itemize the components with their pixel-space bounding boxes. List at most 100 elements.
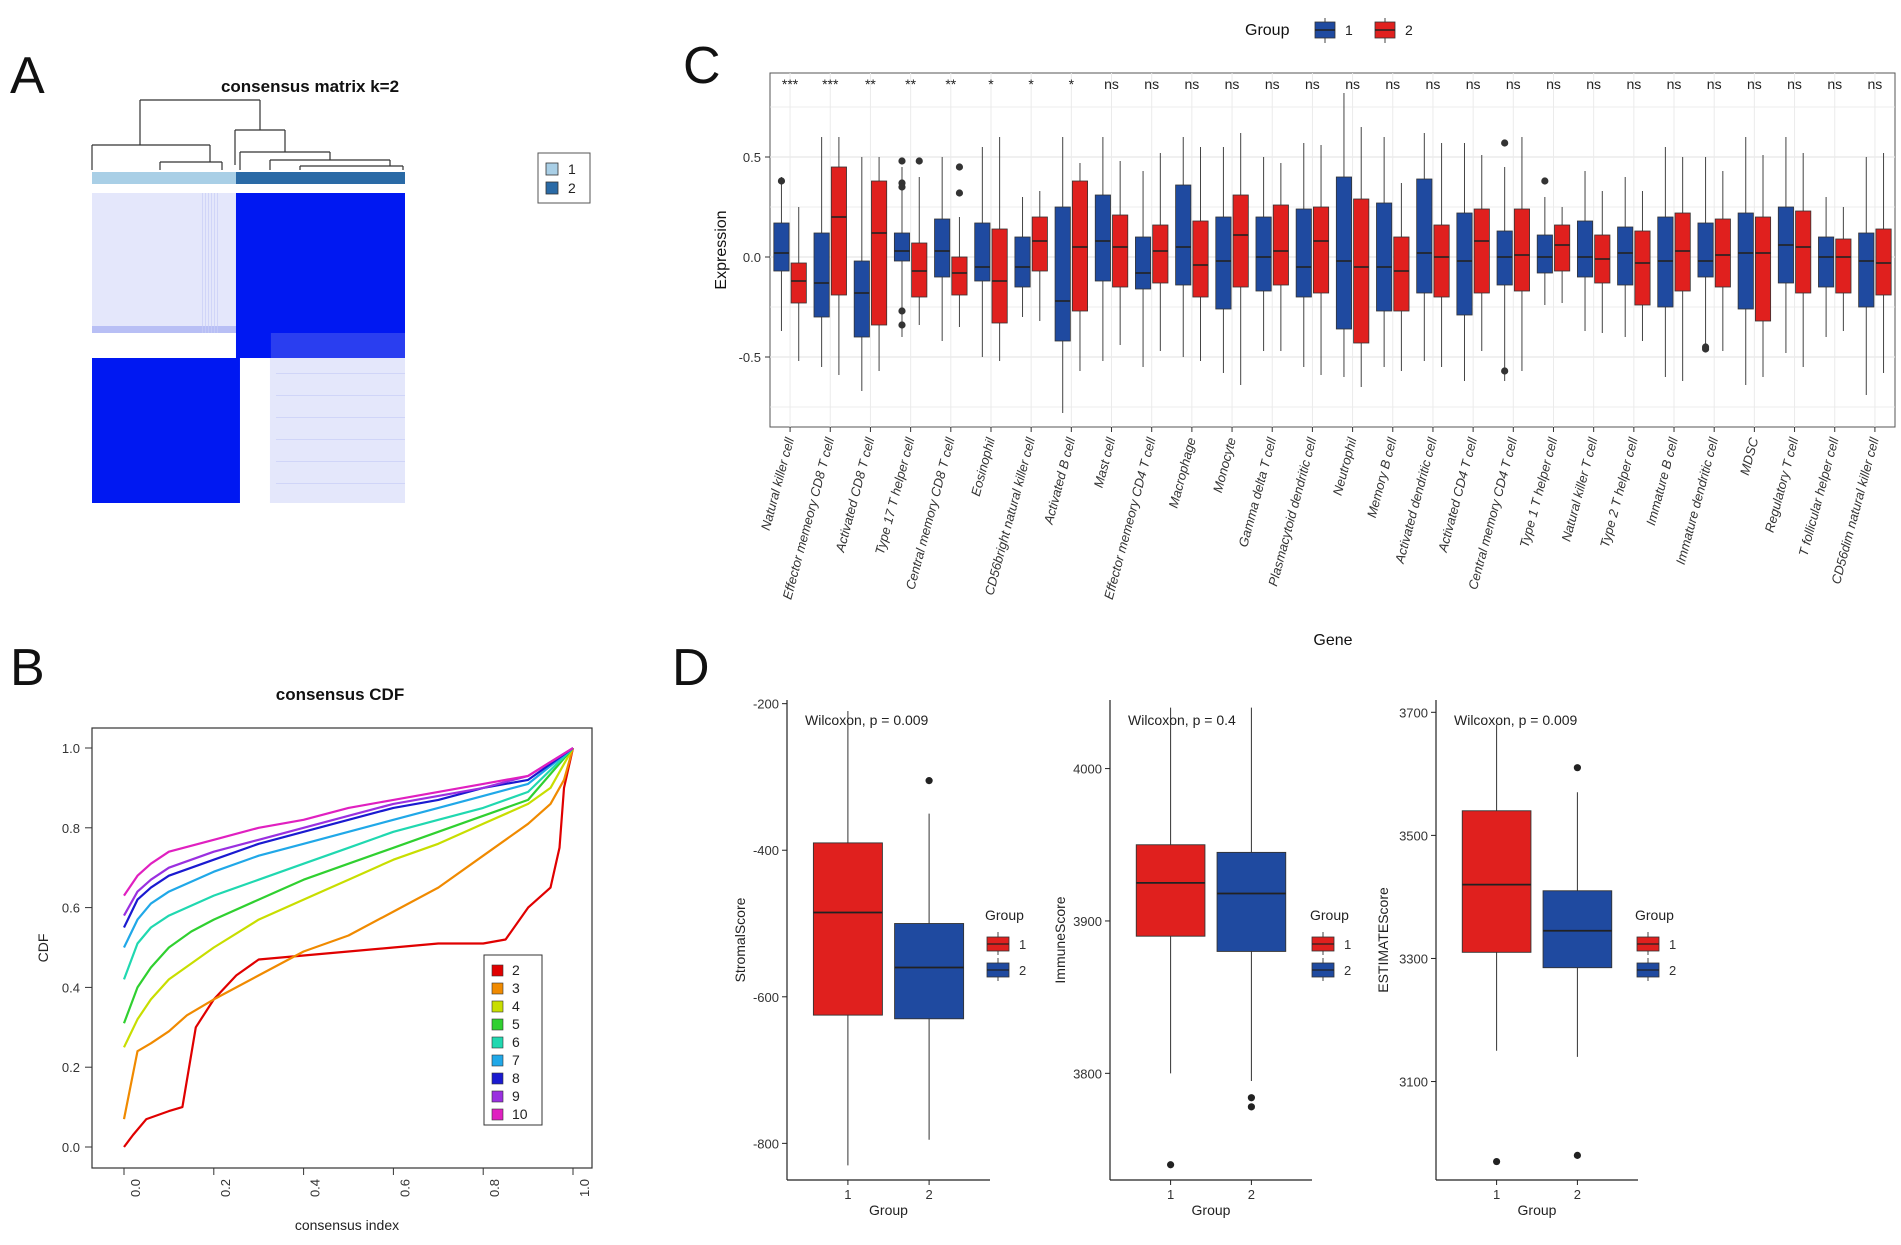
box-g2 [1835,238,1852,294]
cdf-line-k5 [122,747,574,1024]
box-g1 [1456,212,1473,316]
box-g2 [1433,224,1450,298]
legend-label-1: 1 [1669,937,1676,952]
panel-c-legend: Group 1 2 [1245,18,1413,43]
box-g2 [1353,198,1370,344]
heatmap-stripe [217,193,218,333]
box-g2 [1473,208,1490,294]
panel-b-x-axis-label: consensus index [295,1217,399,1233]
heatmap-stripe [202,193,203,333]
significance-label: ** [945,76,956,92]
significance-label: ns [1667,76,1682,92]
outlier-point [1247,1103,1255,1111]
legend-swatch-k8 [491,1072,504,1085]
panel-a-consensus-matrix: consensus matrix k=2 12 [91,77,591,503]
legend-label-2: 2 [568,180,576,196]
y-tick-label: -200 [753,697,779,712]
significance-label: ns [1345,76,1360,92]
x-axis-label: Group [869,1202,908,1218]
y-tick-label: 1.0 [62,741,80,756]
panel-letter-b: B [10,639,45,697]
cdf-line-k4 [123,747,574,1048]
box-g2 [1674,212,1691,292]
legend-swatch-k3 [491,982,504,995]
legend-label-k2: 2 [512,962,520,978]
gene-label: Mast cell [1091,435,1119,489]
legend-label-1: 1 [1019,937,1026,952]
significance-label: ns [1827,76,1842,92]
box-g1 [1416,178,1433,294]
panel-letter-c: C [683,37,721,95]
x-tick-label: 1 [844,1187,851,1202]
heatmap-block-white-col [239,358,270,503]
significance-label: *** [782,76,799,92]
box-g1 [1135,844,1206,937]
y-tick-label: 0.0 [743,250,761,265]
panel-d-score-boxplots: -200 -400 -600 -800 1 2 Wilcoxon, p = 0.009 Gro… [732,697,1676,1218]
y-tick-label: -600 [753,990,779,1005]
legend-label-2: 2 [1344,963,1351,978]
box-g2 [1754,216,1772,322]
box-g2 [1875,228,1892,296]
y-tick-label: 0.8 [62,821,80,836]
cdf-line-k9 [123,747,574,917]
significance-label: ns [1868,76,1883,92]
gene-label: Neutrophil [1330,435,1360,497]
outlier-point [1167,1161,1175,1169]
y-axis-label: ESTIMATEScore [1375,887,1391,993]
heatmap-stripe [208,193,209,333]
outlier-point [898,321,906,329]
heatmap-block-mid [270,333,405,358]
gene-label: Activated dendritic cell [1392,435,1441,566]
gene-label: MDSC [1737,435,1762,476]
box-g1 [773,222,790,272]
y-tick-label: 0.6 [62,901,80,916]
box-g2 [1795,210,1812,294]
outlier-point [1247,1094,1255,1102]
legend-swatch-1 [545,162,559,176]
legend-swatch-k7 [491,1054,504,1067]
panel-b-title: consensus CDF [276,685,404,704]
heatmap-block-white [92,333,236,358]
legend-swatch-k4 [491,1000,504,1013]
y-tick-label: 0.4 [62,980,80,995]
gene-label: Type 1 T helper cell [1517,435,1561,549]
y-tick-label: 3300 [1399,951,1428,966]
significance-label: ns [1506,76,1521,92]
wilcoxon-annotation: Wilcoxon, p = 0.009 [805,712,929,728]
y-axis-label: StromalScore [732,897,748,982]
gene-label: Immature B cell [1643,435,1681,527]
significance-label: ns [1265,76,1280,92]
heatmap-stripe [205,193,206,333]
legend-swatch-k6 [491,1036,504,1049]
box-g2 [1554,224,1571,272]
outlier-point [1573,764,1581,772]
box-g2 [894,923,965,1020]
significance-label: ns [1104,76,1119,92]
x-tick-label: 2 [1248,1187,1255,1202]
legend-label-k4: 4 [512,998,520,1014]
box-g2 [1232,194,1249,288]
panel-d-stromal-score-plot: -200 -400 -600 -800 1 2 Wilcoxon, p = 0.009 Gro… [732,697,1026,1218]
significance-label: * [1069,76,1075,92]
legend-swatch-k2 [491,964,504,977]
gene-label: Natural killer T cell [1558,435,1600,543]
box-g2 [790,262,807,304]
box-g1 [1576,220,1594,278]
significance-label: *** [822,76,839,92]
gene-label: Gamma delta T cell [1235,435,1279,549]
box-g2 [1542,890,1613,969]
box-g2 [1272,204,1289,286]
box-g1 [853,260,870,338]
panel-letter-a: A [10,47,45,105]
x-tick-label: 0.6 [397,1179,412,1197]
significance-label: * [988,76,994,92]
y-tick-label: 0.5 [743,150,761,165]
box-g2 [1513,208,1530,292]
heatmap-block-band [92,326,236,333]
cdf-line-k3 [122,747,575,1120]
legend-label-1: 1 [1344,937,1351,952]
outlier-point [777,177,786,185]
x-axis-label: Group [1518,1202,1557,1218]
box-g2 [1313,206,1330,294]
